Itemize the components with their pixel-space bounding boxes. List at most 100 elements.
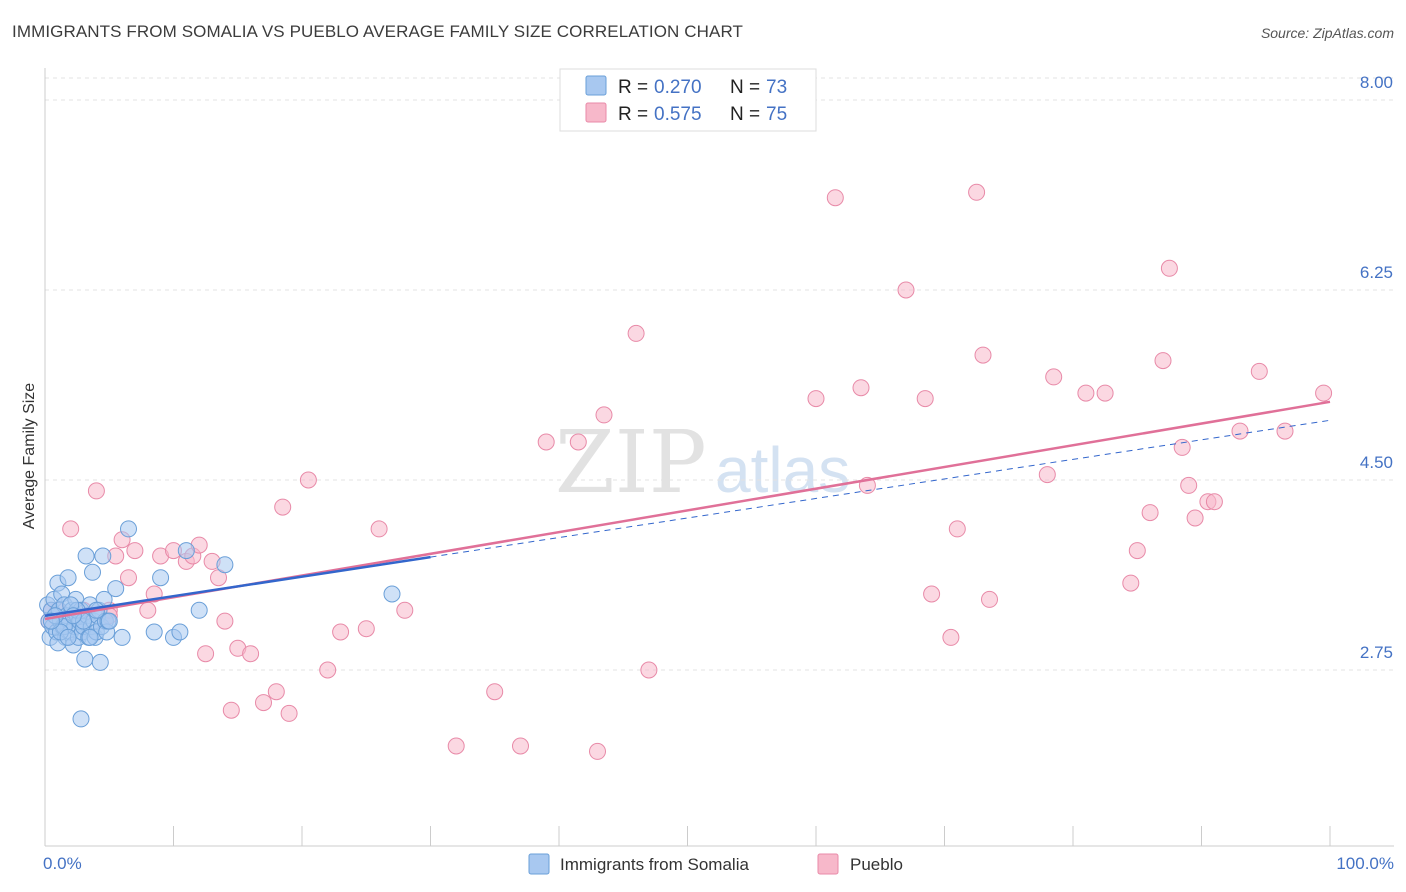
pueblo-point-34: [370, 520, 388, 538]
pueblo-point-58: [1045, 368, 1063, 386]
somalia-point-30: [77, 547, 95, 565]
x-tick-label-min: 0.0%: [43, 854, 82, 873]
pueblo-point-32: [332, 623, 350, 641]
somalia-point-35: [84, 563, 101, 581]
pueblo-point-11: [126, 542, 144, 560]
pueblo-point-36: [447, 737, 465, 755]
somalia-point-52: [107, 580, 125, 598]
pueblo-point-50: [916, 390, 934, 408]
legend-n-value-pueblo: 75: [766, 104, 787, 125]
somalia-point-62: [383, 585, 401, 603]
pueblo-point-25: [242, 645, 260, 663]
somalia-points: [39, 520, 401, 728]
somalia-point-51: [81, 628, 99, 646]
pueblo-point-19: [197, 645, 215, 663]
pueblo-point-72: [1250, 362, 1268, 380]
somalia-point-61: [216, 556, 234, 574]
pueblo-point-65: [1160, 259, 1178, 277]
x-axis-ticks: [44, 826, 1331, 846]
legend-r-label-pueblo: R =: [618, 104, 653, 125]
pueblo-point-28: [274, 498, 292, 516]
somalia-point-43: [94, 547, 112, 565]
bottom-legend-label-pueblo: Pueblo: [850, 855, 903, 874]
watermark-zip: ZIP: [555, 413, 707, 513]
pueblo-point-53: [948, 520, 966, 538]
pueblo-point-71: [1231, 422, 1249, 440]
pueblo-point-22: [216, 612, 234, 630]
pueblo-point-66: [1173, 438, 1191, 456]
legend-n-value-somalia: 73: [766, 77, 787, 98]
pueblo-point-63: [1141, 504, 1159, 522]
somalia-point-41: [91, 653, 109, 671]
somalia-trend-extension: [430, 419, 1331, 558]
somalia-point-71: [59, 628, 77, 646]
pueblo-point-5: [87, 482, 105, 500]
pueblo-point-41: [589, 742, 606, 760]
pueblo-point-54: [968, 183, 986, 201]
pueblo-point-60: [1096, 384, 1114, 402]
pueblo-point-44: [640, 661, 658, 679]
pueblo-point-3: [62, 520, 80, 538]
bottom-legend-label-somalia: Immigrants from Somalia: [560, 855, 749, 874]
pueblo-point-43: [627, 324, 645, 342]
pueblo-point-35: [396, 601, 414, 619]
pueblo-point-67: [1180, 476, 1198, 494]
pueblo-point-61: [1122, 574, 1140, 592]
x-tick-label-max: 100.0%: [1336, 854, 1394, 873]
legend-r-label-somalia: R =: [618, 77, 653, 98]
somalia-point-63: [72, 710, 90, 728]
pueblo-point-51: [923, 585, 941, 603]
pueblo-point-64: [1154, 352, 1172, 370]
y-axis-tick-labels: 2.75 4.50 6.25 8.00: [1360, 73, 1393, 662]
pueblo-point-57: [1038, 466, 1056, 484]
pueblo-point-62: [1128, 542, 1146, 560]
pueblo-point-74: [1315, 384, 1333, 402]
y-tick-label-0: 2.75: [1360, 643, 1393, 662]
legend-r-value-pueblo: 0.575: [654, 104, 702, 125]
somalia-point-69: [100, 612, 118, 630]
pueblo-point-38: [512, 737, 529, 755]
somalia-point-55: [145, 623, 163, 641]
pueblo-point-52: [942, 628, 960, 646]
pueblo-point-55: [974, 346, 992, 364]
pueblo-point-59: [1077, 384, 1095, 402]
trend-lines: [44, 400, 1331, 621]
somalia-point-56: [152, 569, 170, 587]
somalia-point-29: [76, 650, 94, 668]
pueblo-point-12: [139, 601, 157, 619]
legend-r-value-somalia: 0.270: [654, 77, 702, 98]
legend-n-label-somalia: N =: [730, 77, 765, 98]
pueblo-point-27: [267, 683, 285, 701]
somalia-point-58: [171, 623, 189, 641]
pueblo-point-33: [357, 620, 375, 638]
pueblo-point-47: [852, 379, 870, 397]
pueblo-point-68: [1186, 509, 1204, 527]
pueblo-point-26: [255, 694, 272, 712]
pueblo-point-70: [1205, 493, 1223, 511]
top-legend: R = 0.270 N = 73 R = 0.575 N = 75: [559, 68, 817, 132]
chart-title: IMMIGRANTS FROM SOMALIA VS PUEBLO AVERAG…: [12, 22, 744, 41]
somalia-point-16: [59, 569, 77, 587]
pueblo-point-10: [120, 569, 137, 587]
somalia-point-60: [190, 601, 208, 619]
pueblo-point-73: [1276, 422, 1294, 440]
y-axis-label: Average Family Size: [21, 383, 38, 530]
somalia-point-53: [113, 628, 131, 646]
legend-swatch-pueblo: [585, 102, 607, 123]
pueblo-point-23: [222, 701, 240, 719]
somalia-point-59: [177, 542, 195, 560]
pueblo-point-42: [595, 406, 613, 424]
y-tick-label-2: 6.25: [1360, 263, 1393, 282]
somalia-point-54: [120, 520, 137, 538]
pueblo-point-49: [897, 281, 915, 299]
pueblo-point-40: [569, 433, 587, 451]
pueblo-point-45: [807, 390, 825, 408]
source-attribution: Source: ZipAtlas.com: [1260, 25, 1394, 41]
y-tick-label-3: 8.00: [1360, 73, 1393, 92]
pueblo-point-46: [826, 189, 844, 207]
pueblo-point-39: [537, 433, 555, 451]
y-tick-label-1: 4.50: [1360, 453, 1393, 472]
pueblo-point-37: [486, 683, 504, 701]
legend-swatch-somalia: [585, 75, 607, 96]
